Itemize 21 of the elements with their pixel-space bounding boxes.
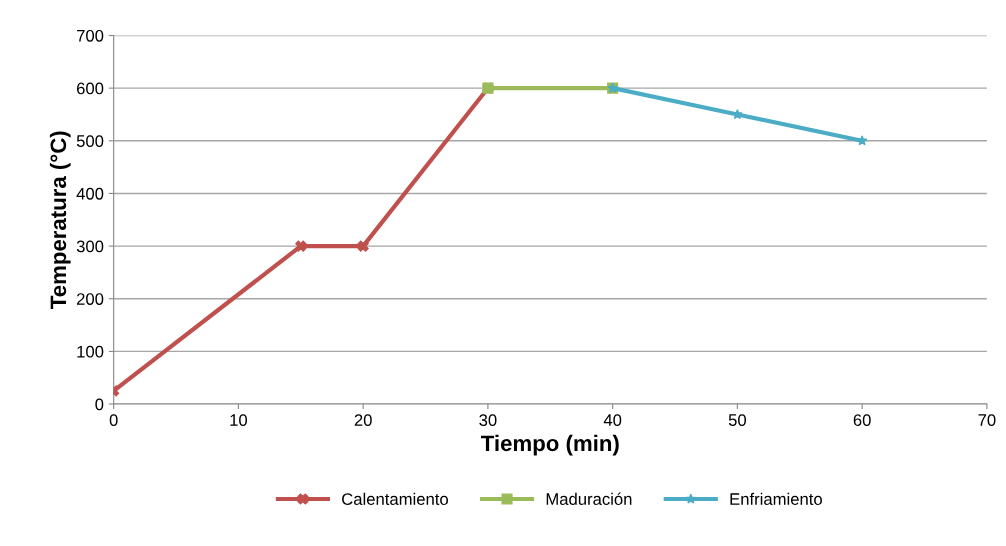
x-tick-label: 20: [354, 414, 372, 426]
y-axis-title: Temperatura (°C): [49, 131, 71, 309]
x-tick-label: 50: [728, 414, 747, 426]
legend-label: Enfriamiento: [730, 492, 822, 505]
y-tick-label: 600: [77, 82, 104, 95]
y-tick-label: 100: [77, 345, 104, 358]
x-tick-label: 10: [230, 414, 248, 426]
y-tick-label: 400: [76, 187, 104, 200]
y-tick-label: 500: [76, 135, 104, 147]
x-axis-title: Tiempo (min): [480, 434, 619, 456]
x-tick-label: 70: [978, 414, 996, 426]
y-tick-label: 300: [76, 240, 104, 253]
x-tick-label: 60: [853, 414, 871, 426]
x-tick-label: 40: [603, 414, 622, 426]
x-tick-label: 30: [479, 414, 497, 426]
y-tick-label: 0: [95, 398, 104, 411]
y-tick-label: 700: [77, 29, 104, 42]
x-tick-label: 0: [109, 414, 118, 426]
legend-label: Calentamiento: [342, 492, 448, 505]
legend-label: Maduración: [546, 492, 632, 505]
y-tick-label: 200: [76, 293, 104, 305]
